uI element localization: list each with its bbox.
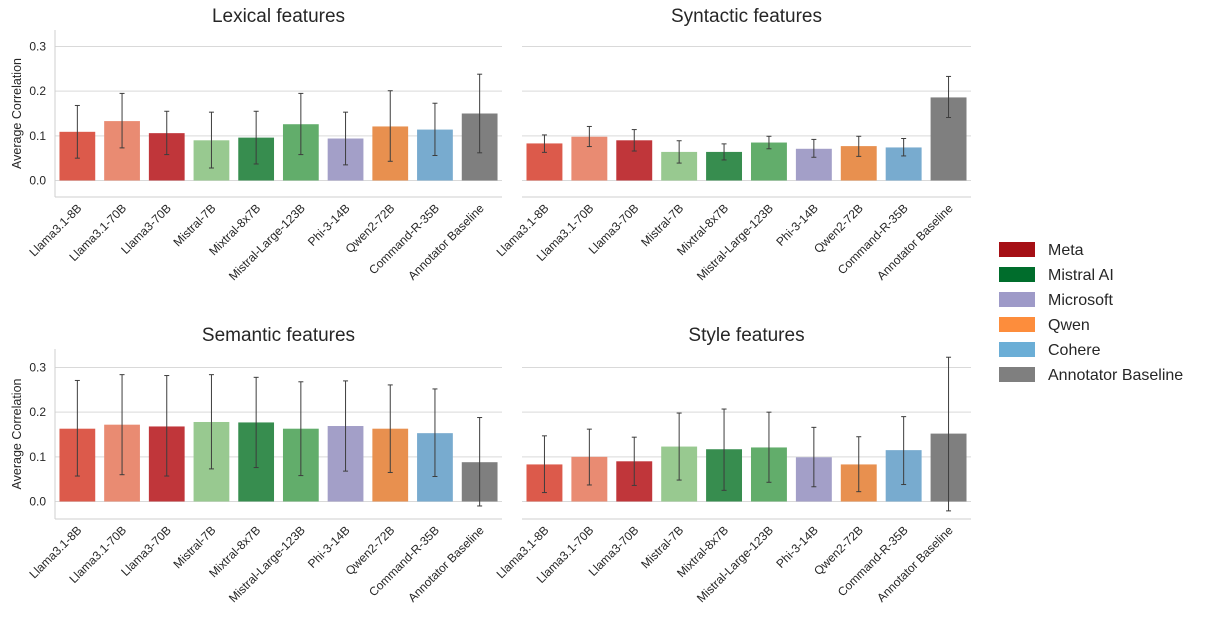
legend-label: Meta [1048, 242, 1084, 259]
legend-label: Mistral AI [1048, 267, 1114, 284]
x-tick-label: Annotator Baseline [405, 201, 487, 283]
y-tick-label: 0.2 [29, 405, 46, 419]
legend-label: Cohere [1048, 342, 1101, 359]
x-tick-label: Mistral-Large-123B [226, 201, 308, 283]
panel-2: Syntactic featuresLlama3.1-8BLlama3.1-70… [494, 6, 971, 283]
legend-label: Microsoft [1048, 292, 1113, 309]
x-tick-label: Phi-3-14B [305, 201, 353, 249]
x-tick-label: Phi-3-14B [773, 201, 821, 249]
legend-swatch [999, 267, 1035, 282]
legend-label: Annotator Baseline [1048, 367, 1183, 384]
x-tick-label: Phi-3-14B [305, 523, 353, 571]
x-tick-label: Annotator Baseline [405, 523, 487, 605]
legend-swatch [999, 342, 1035, 357]
y-tick-label: 0.1 [29, 450, 46, 464]
legend-swatch [999, 242, 1035, 257]
panel-title: Lexical features [212, 6, 345, 27]
y-axis-label: Average Correlation [10, 378, 24, 489]
y-tick-label: 0.0 [29, 174, 46, 188]
panel-title: Semantic features [202, 325, 355, 346]
panel-title: Style features [688, 325, 804, 346]
legend-swatch [999, 292, 1035, 307]
legend-label: Qwen [1048, 317, 1090, 334]
panel-title: Syntactic features [671, 6, 822, 27]
panel-3: 0.0 0.1 0.2 0.3 Average Correlation Semantic … [10, 325, 502, 605]
legend: Meta Mistral AI Microsoft Qwen Cohere Annotat… [999, 242, 1183, 384]
y-tick-label: 0.3 [29, 361, 46, 375]
y-tick-label: 0.0 [29, 495, 46, 509]
x-tick-label: Mistral-Large-123B [694, 201, 776, 283]
legend-swatch [999, 317, 1035, 332]
panel-4: Style featuresLlama3.1-8BLlama3.1-70BLla… [494, 325, 971, 605]
y-tick-label: 0.1 [29, 129, 46, 143]
panel-1: 0.0 0.1 0.2 0.3 Average Correlation Lexical f… [10, 6, 502, 283]
y-axis-label: Average Correlation [10, 58, 24, 169]
x-tick-label: Mistral-Large-123B [694, 523, 776, 605]
x-tick-label: Annotator Baseline [874, 523, 956, 605]
x-tick-label: Mistral-Large-123B [226, 523, 308, 605]
legend-swatch [999, 367, 1035, 382]
x-tick-label: Phi-3-14B [773, 523, 821, 571]
y-tick-label: 0.2 [29, 84, 46, 98]
y-tick-label: 0.3 [29, 40, 46, 54]
x-tick-label: Annotator Baseline [874, 201, 956, 283]
